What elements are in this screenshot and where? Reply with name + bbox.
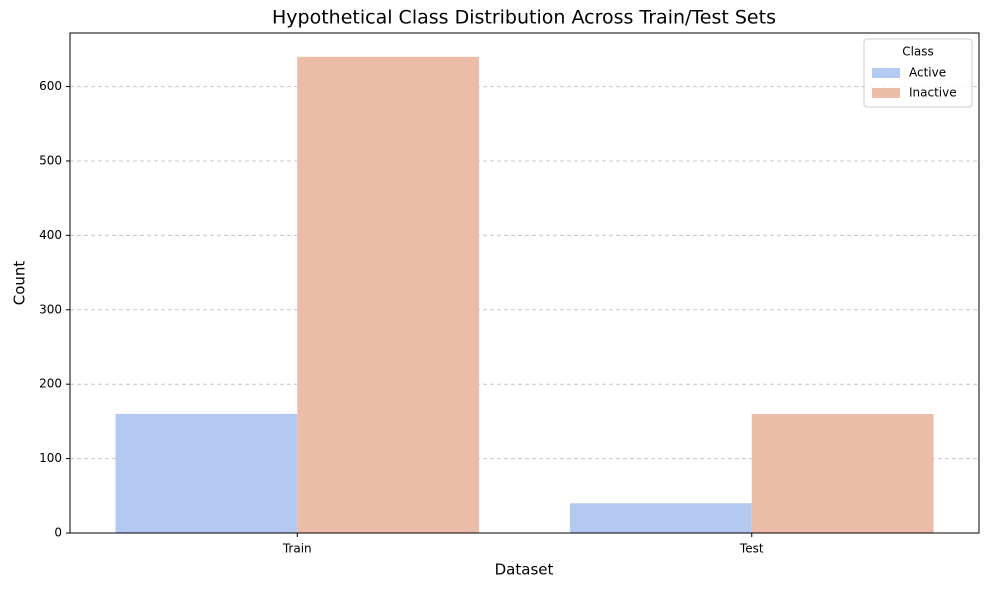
bar: [297, 56, 480, 534]
plot-frame: [69, 32, 980, 534]
y-tick-label: 200: [39, 377, 62, 391]
chart-title: Hypothetical Class Distribution Across T…: [272, 7, 776, 29]
y-tick-label: 100: [39, 451, 62, 465]
y-tick-label: 600: [39, 79, 62, 93]
bar: [751, 413, 934, 533]
y-tick-label: 300: [39, 302, 62, 316]
y-tick-label: 400: [39, 228, 62, 242]
legend-title: Class: [902, 45, 934, 59]
bar: [115, 413, 298, 533]
y-tick-label: 0: [54, 526, 62, 540]
x-axis-label: Dataset: [495, 561, 554, 579]
legend: Class Active Inactive: [863, 38, 973, 108]
legend-label: Inactive: [909, 86, 957, 100]
bar: [569, 503, 752, 533]
y-tick-label: 500: [39, 153, 62, 167]
legend-swatch: [872, 68, 900, 78]
x-tick-label: Test: [739, 542, 764, 556]
y-axis-label: Count: [11, 261, 29, 306]
legend-swatch: [872, 88, 900, 98]
x-tick-label: Train: [282, 542, 312, 556]
legend-label: Active: [909, 66, 946, 80]
